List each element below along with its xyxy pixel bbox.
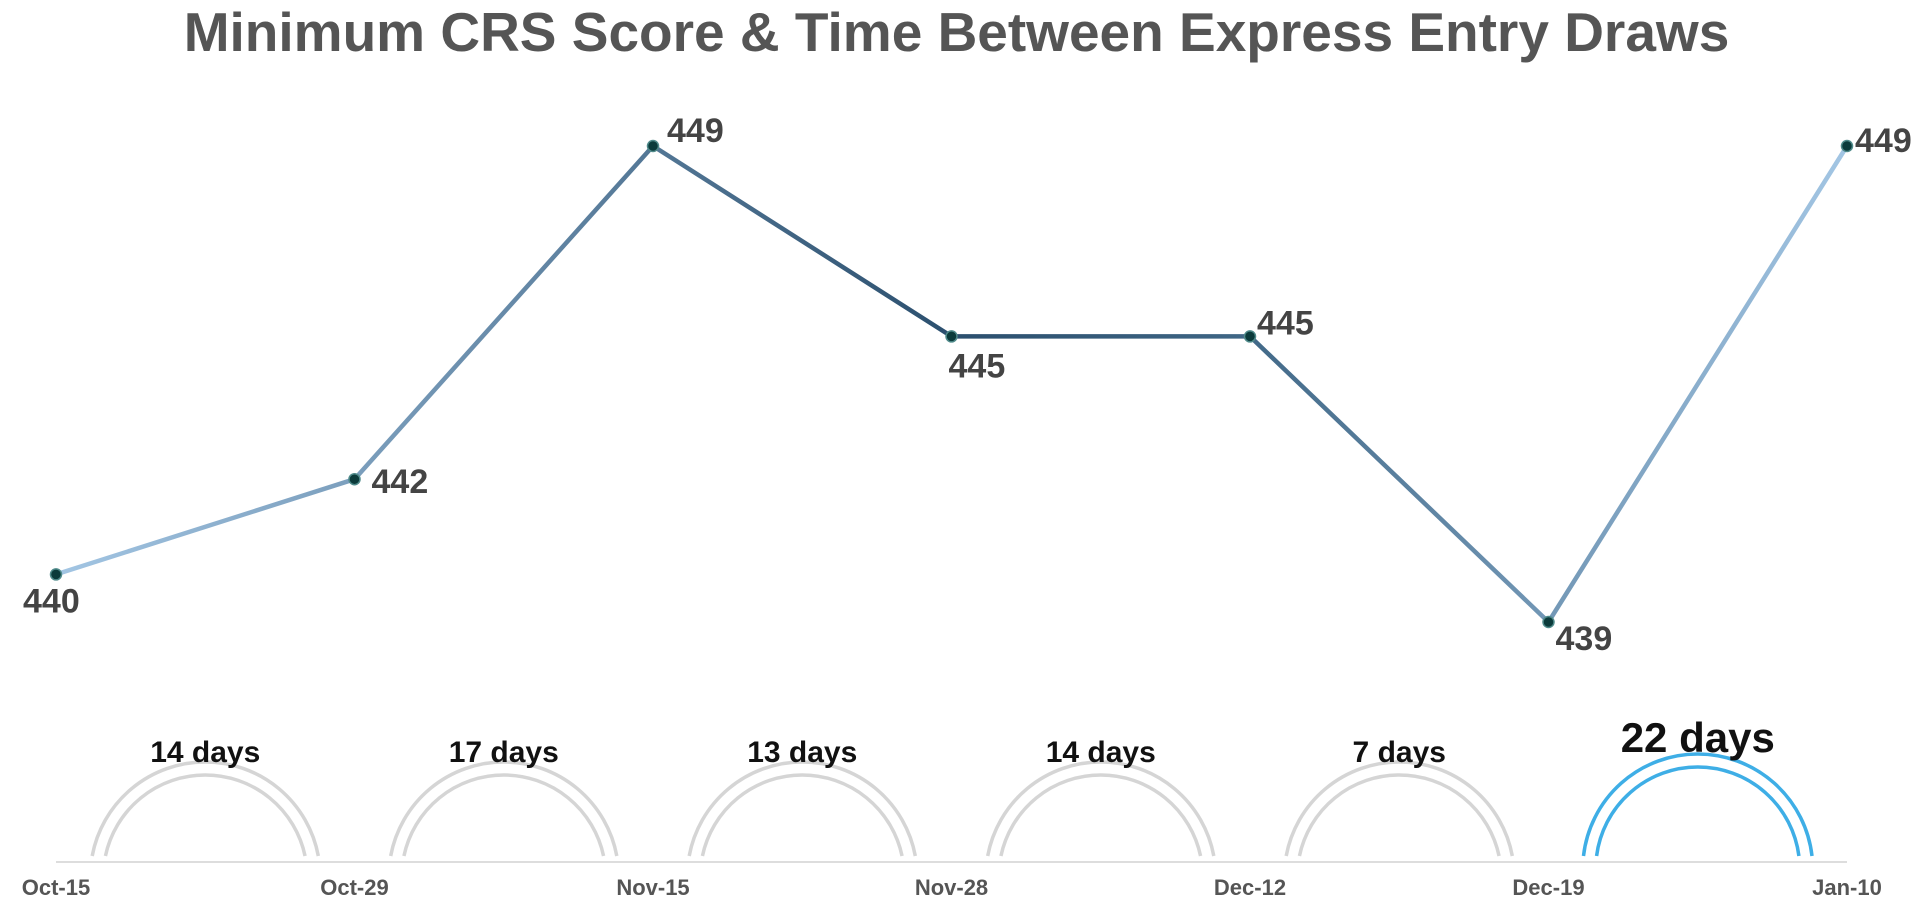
x-tick-label: Oct-15 [22,875,90,900]
data-label: 449 [1855,122,1912,160]
interval-label: 7 days [1353,736,1446,769]
data-point [646,139,660,153]
x-tick-label: Nov-28 [915,875,988,900]
interval-label: 14 days [150,736,260,769]
interval-arc-outer [1581,752,1814,857]
x-tick-labels: Oct-15 Oct-29 Nov-15 Nov-28 Dec-12 Dec-19 Jan-… [22,875,1882,900]
series-segment [1247,334,1551,625]
data-point [1542,615,1555,629]
data-label: 449 [667,112,724,150]
interval-arc-inner [402,773,606,857]
x-tick-label: Oct-29 [320,875,388,900]
x-tick-label: Dec-19 [1512,875,1584,900]
data-label: 439 [1556,620,1613,658]
data-point [49,568,63,581]
chart-title: Minimum CRS Score & Time Between Express… [183,1,1730,63]
data-point [348,472,361,486]
series-segment [53,476,357,577]
interval-arc-outer [90,760,321,857]
x-tick-label: Nov-15 [616,875,689,900]
data-label: 440 [23,582,80,620]
series-segment [650,143,954,339]
interval-arc-inner [700,773,904,857]
interval-arc-inner [999,773,1203,857]
data-labels: 440 442 449 445 445 439 449 [23,112,1912,658]
interval-arc-outer [388,760,619,857]
series-segment [1546,143,1850,625]
interval-arc-outer [985,760,1216,857]
series-segment [352,143,656,482]
x-tick-label: Dec-12 [1214,875,1286,900]
series-line [53,143,1850,625]
interval-arc-inner [1297,773,1501,857]
data-label: 445 [949,347,1006,385]
interval-arc-outer [1284,760,1515,857]
data-points [49,139,1854,629]
interval-arc-inner [1594,765,1801,857]
interval-arc-inner [103,773,307,857]
interval-label: 13 days [747,736,857,769]
interval-label: 22 days [1621,714,1775,761]
interval-label: 14 days [1046,736,1156,769]
data-label: 442 [372,463,429,501]
data-point [1243,330,1257,343]
data-label: 445 [1257,304,1314,342]
interval-arcs [90,752,1814,857]
interval-label: 17 days [449,736,559,769]
interval-arc-outer [687,760,918,857]
x-tick-label: Jan-10 [1812,875,1882,900]
data-point [1840,139,1854,153]
interval-labels: 14 days 17 days 13 days 14 days 7 days 22 day… [150,714,1775,769]
data-point [945,330,958,343]
